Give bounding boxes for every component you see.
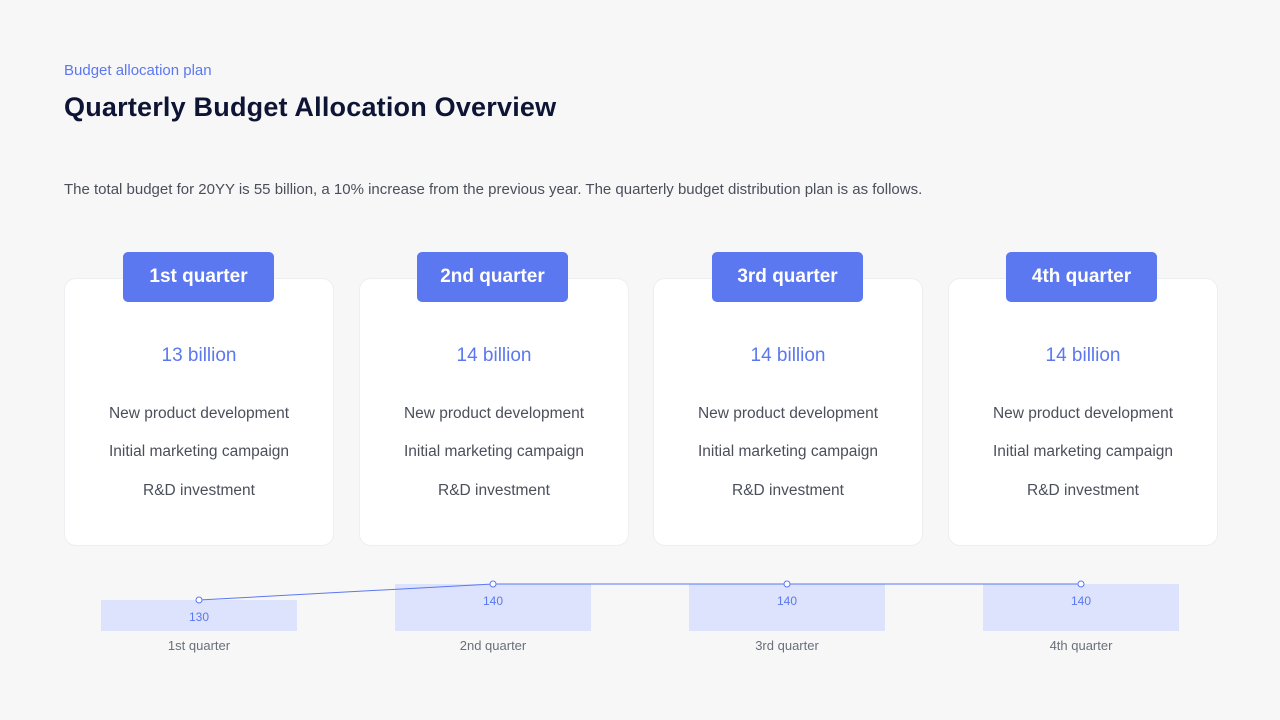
quarter-card-1: 13 billion New product development Initi… (64, 278, 334, 546)
quarter-badge-1: 1st quarter (123, 252, 274, 302)
quarter-item: New product development (403, 405, 585, 422)
quarter-badge-3: 3rd quarter (712, 252, 863, 302)
quarter-card-2: 14 billion New product development Initi… (359, 278, 629, 546)
chart-data-label: 140 (1071, 594, 1091, 608)
quarter-item: R&D investment (1027, 482, 1139, 499)
chart-point (1077, 580, 1085, 588)
chart-line (198, 583, 1081, 601)
chart-tick-label: 3rd quarter (755, 638, 819, 653)
chart-bar (395, 584, 591, 631)
quarter-item: R&D investment (438, 482, 550, 499)
quarter-item: Initial marketing campaign (403, 443, 585, 460)
quarter-item: New product development (697, 405, 879, 422)
chart-data-label: 140 (483, 594, 503, 608)
quarter-amount: 13 billion (161, 345, 237, 366)
chart-point (489, 580, 497, 588)
chart-tick-label: 2nd quarter (460, 638, 527, 653)
chart-point (195, 596, 203, 604)
quarter-item: New product development (992, 405, 1174, 422)
quarter-card-4: 14 billion New product development Initi… (948, 278, 1218, 546)
quarter-item: New product development (108, 405, 290, 422)
quarter-item: Initial marketing campaign (108, 443, 290, 460)
quarter-card-3: 14 billion New product development Initi… (653, 278, 923, 546)
quarter-badge-4: 4th quarter (1006, 252, 1157, 302)
quarter-item: R&D investment (143, 482, 255, 499)
quarter-item: Initial marketing campaign (697, 443, 879, 460)
chart-tick-label: 1st quarter (168, 638, 231, 653)
quarter-amount: 14 billion (1045, 345, 1121, 366)
quarter-amount: 14 billion (456, 345, 532, 366)
quarter-item: R&D investment (732, 482, 844, 499)
chart-data-label: 130 (189, 610, 209, 624)
quarter-badge-2: 2nd quarter (417, 252, 568, 302)
quarter-amount: 14 billion (750, 345, 826, 366)
page-title: Quarterly Budget Allocation Overview (64, 92, 557, 122)
chart-tick-label: 4th quarter (1050, 638, 1114, 653)
chart-bar (983, 584, 1179, 631)
chart-data-label: 140 (777, 594, 797, 608)
chart-bar (689, 584, 885, 631)
chart-bar (101, 600, 297, 631)
quarter-item: Initial marketing campaign (992, 443, 1174, 460)
subtitle: Budget allocation plan (64, 62, 212, 79)
chart-point (783, 580, 791, 588)
description: The total budget for 20YY is 55 billion,… (64, 181, 923, 198)
